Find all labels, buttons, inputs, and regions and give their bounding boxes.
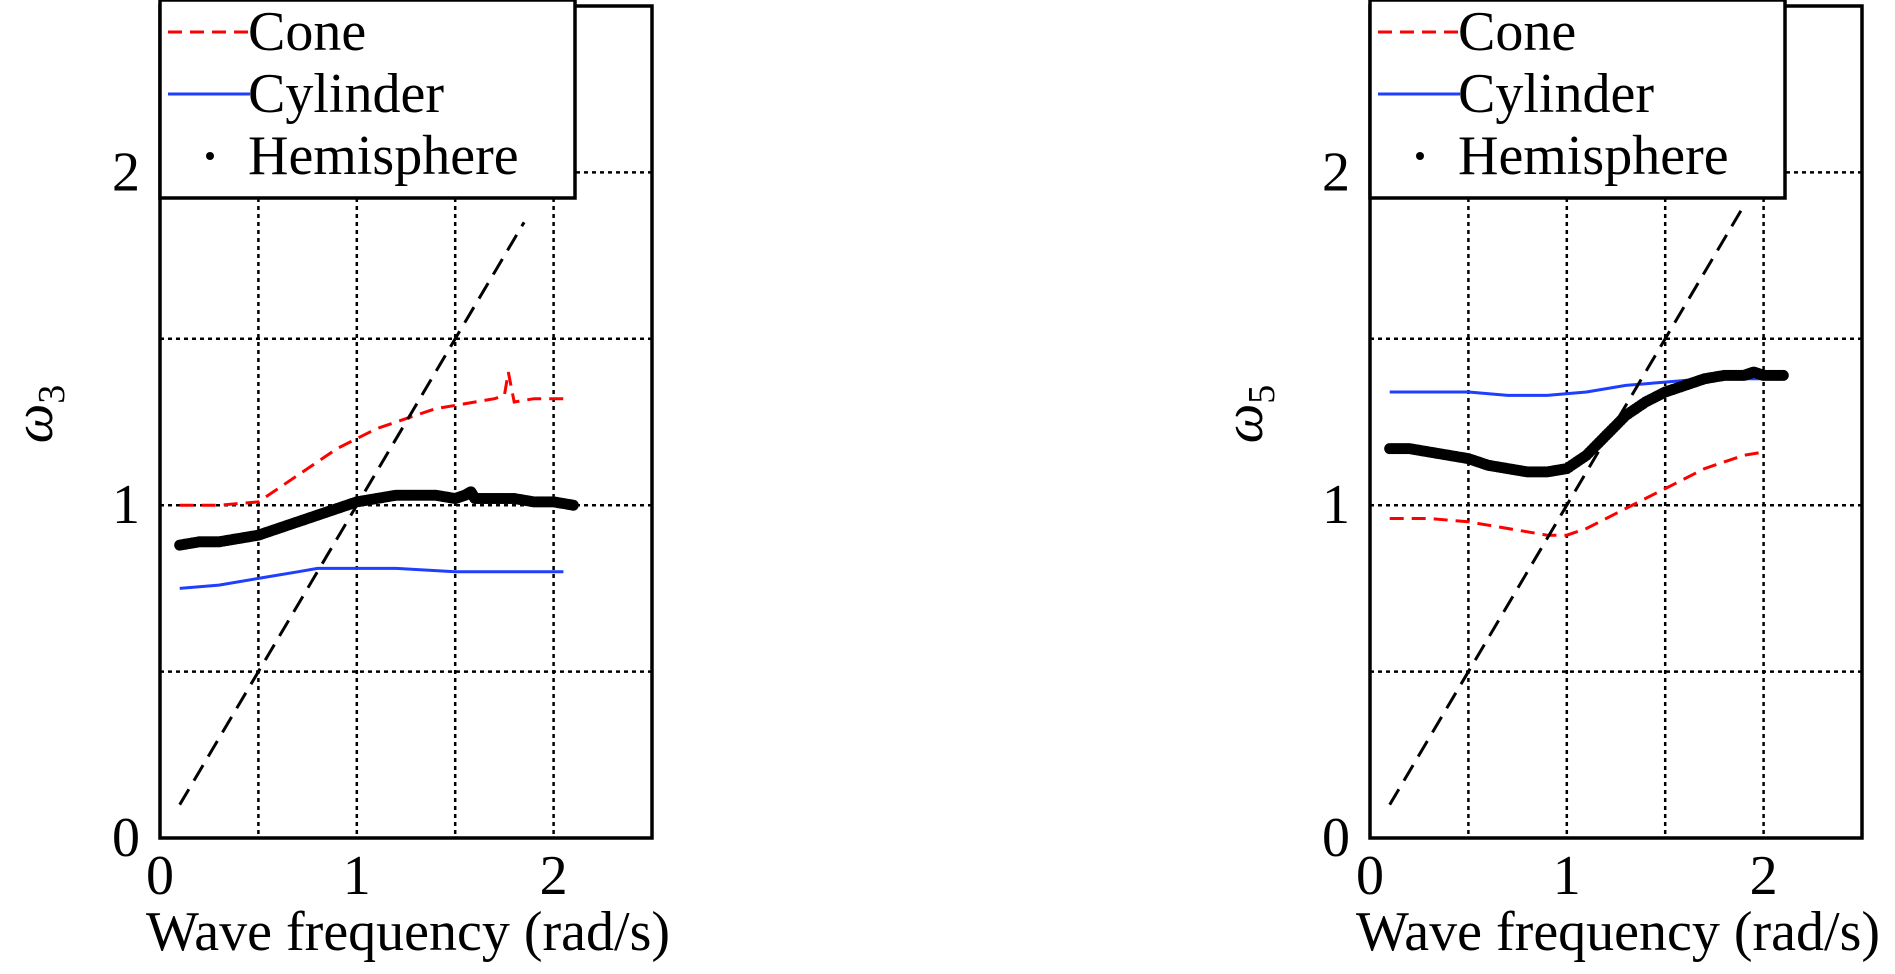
y-axis-subscript: 3 — [31, 385, 73, 404]
legend-item-hemisphere: Hemisphere — [1416, 125, 1729, 187]
y-tick-label: 2 — [1322, 141, 1350, 203]
legend-item-cone: Cone — [168, 1, 366, 63]
legend-label: Cylinder — [248, 63, 444, 125]
y-tick-label: 0 — [1322, 807, 1350, 869]
y-tick-label: 0 — [112, 807, 140, 869]
legend-label: Cone — [248, 1, 366, 63]
x-tick-label: 2 — [1750, 845, 1778, 907]
reference-series — [178, 221, 526, 806]
hemisphere-series — [174, 486, 579, 551]
reference-series — [1388, 204, 1746, 806]
y-axis-title: ω5 — [1213, 385, 1283, 444]
y-tick-label: 2 — [112, 141, 140, 203]
x-axis-title: Wave frequency (rad/s) — [146, 901, 670, 963]
legend-item-cylinder: Cylinder — [168, 63, 444, 125]
y-tick-label: 1 — [1322, 474, 1350, 536]
legend-item-cone: Cone — [1378, 1, 1576, 63]
x-tick-label: 0 — [1356, 845, 1384, 907]
legend-swatch — [206, 152, 214, 160]
cylinder-series — [179, 566, 564, 590]
x-tick-label: 2 — [540, 845, 568, 907]
cone-series — [1389, 450, 1764, 537]
series-layer — [174, 221, 579, 806]
legend-box — [1368, 0, 1787, 200]
y-axis-symbol: ω — [1213, 404, 1275, 444]
x-tick-label: 1 — [343, 845, 371, 907]
y-axis-subscript: 5 — [1241, 385, 1283, 404]
legend-label: Cone — [1458, 1, 1576, 63]
y-axis-title: ω3 — [3, 385, 73, 444]
hemisphere-point — [567, 499, 579, 511]
legend-swatch — [1416, 152, 1424, 160]
tick-labels: 0 1 2 0 1 2 — [1322, 141, 1778, 907]
legend-item-cylinder: Cylinder — [1378, 63, 1654, 125]
legend-item-hemisphere: Hemisphere — [206, 125, 519, 187]
chart-omega-3: 0 1 2 0 1 2 Wave frequency (rad/s) ω3 ConeCyl… — [3, 0, 670, 963]
x-tick-label: 0 — [146, 845, 174, 907]
x-tick-label: 1 — [1553, 845, 1581, 907]
hemisphere-series — [1384, 366, 1789, 478]
legend-label: Cylinder — [1458, 63, 1654, 125]
cone-series — [179, 371, 564, 507]
y-tick-label: 1 — [112, 474, 140, 536]
hemisphere-point — [1777, 369, 1789, 381]
legend-label: Hemisphere — [248, 125, 519, 187]
chart-omega-5: 0 1 2 0 1 2 Wave frequency (rad/s) ω5 ConeCyl… — [1213, 0, 1880, 963]
tick-labels: 0 1 2 0 1 2 — [112, 141, 568, 907]
legend-label: Hemisphere — [1458, 125, 1729, 187]
x-axis-title: Wave frequency (rad/s) — [1356, 901, 1880, 963]
series-layer — [1384, 204, 1789, 806]
legend-box — [158, 0, 577, 200]
y-axis-symbol: ω — [3, 404, 65, 444]
